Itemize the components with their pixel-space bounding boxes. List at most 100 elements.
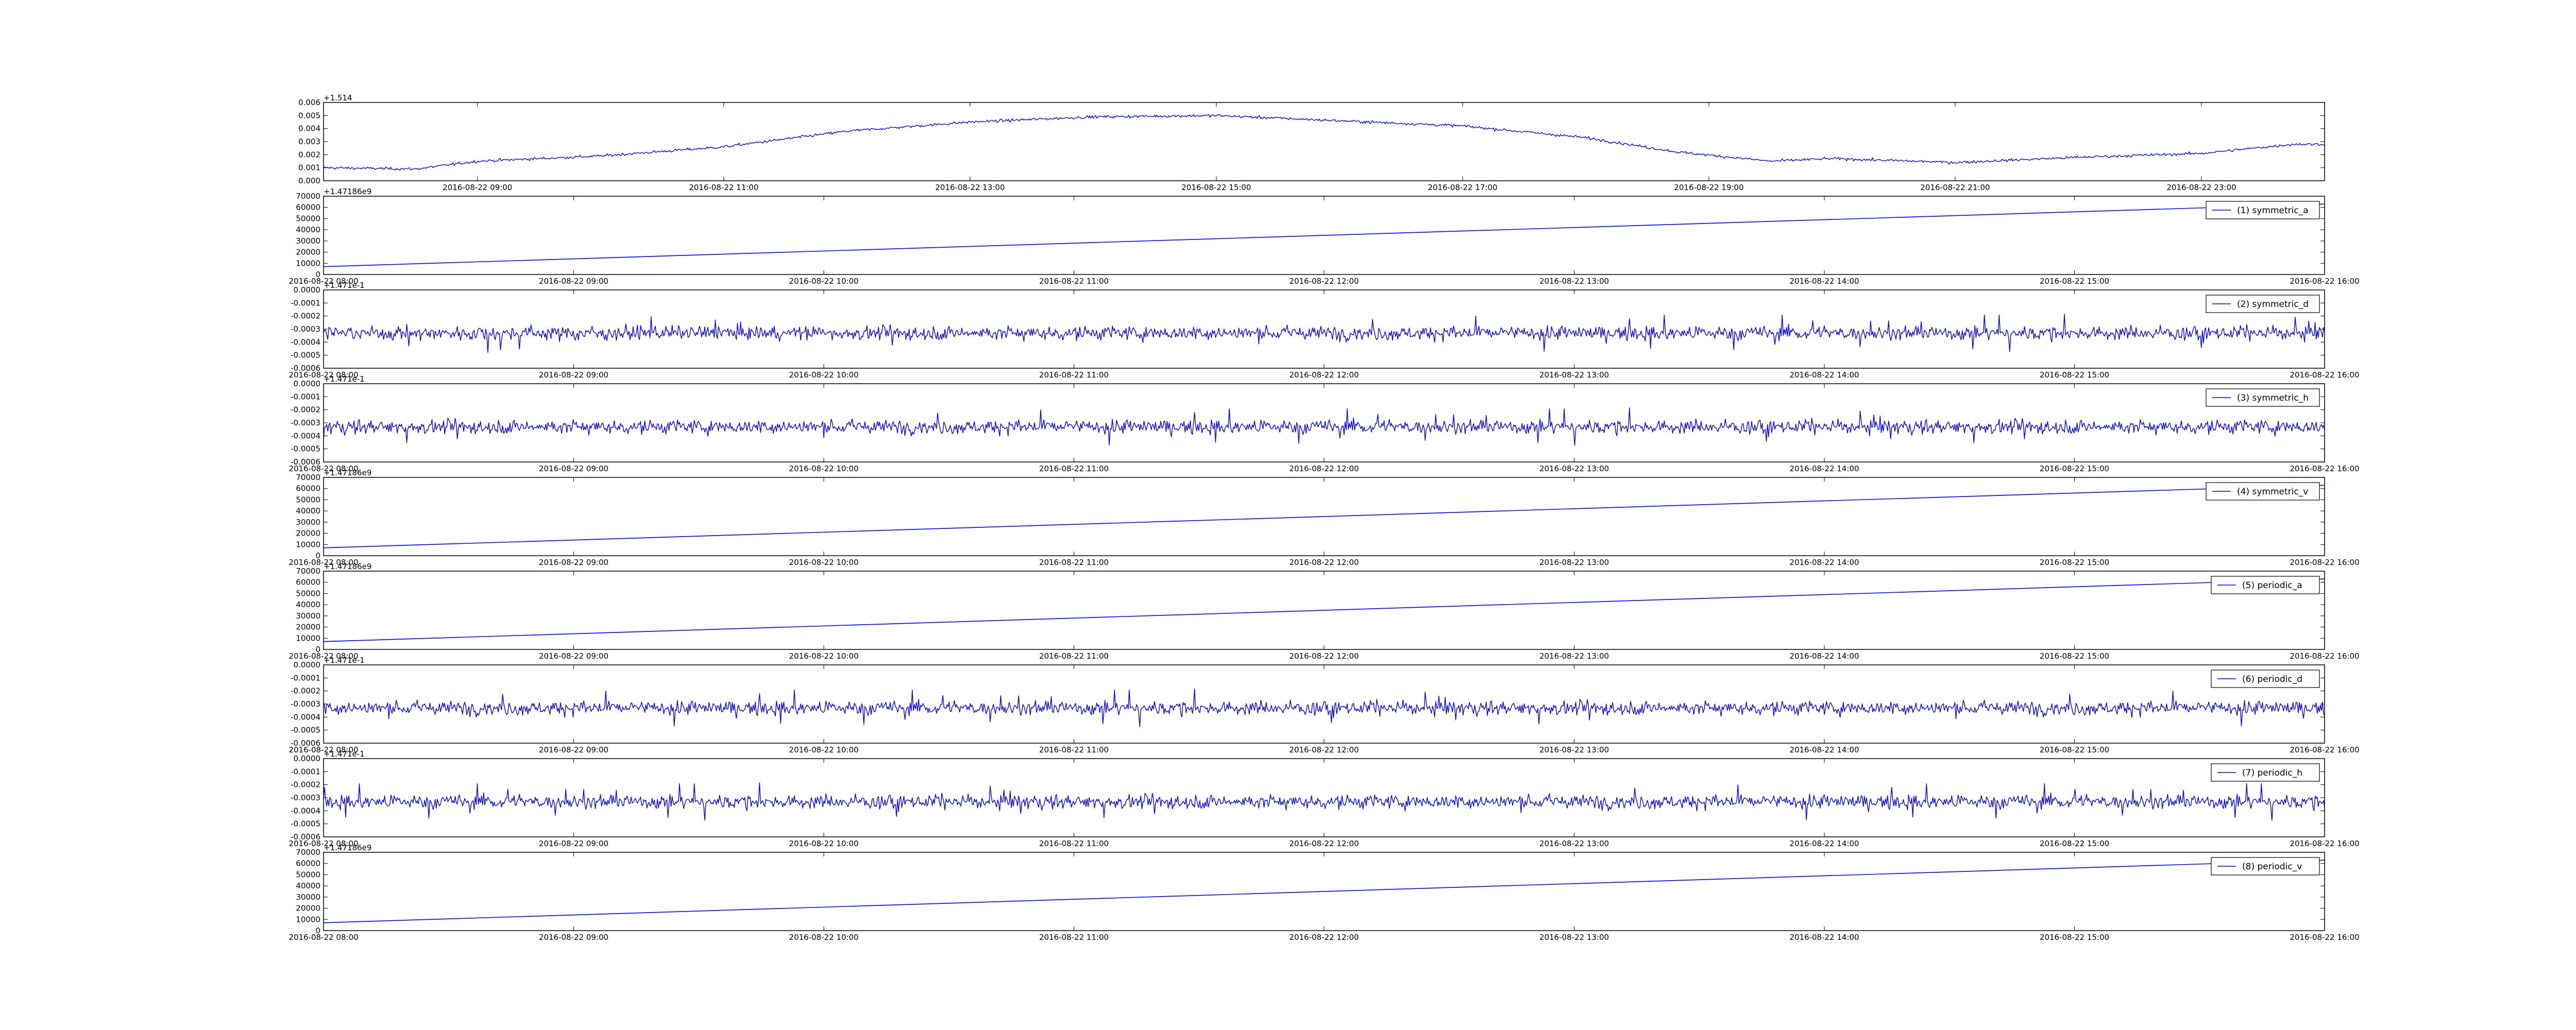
axis-offset-label: +1.471e-1 bbox=[324, 374, 365, 384]
x-tick-label: 2016-08-22 16:00 bbox=[2290, 464, 2359, 473]
x-tick-label: 2016-08-22 15:00 bbox=[2040, 933, 2109, 942]
y-tick-label: 20000 bbox=[296, 248, 320, 257]
y-tick-label: -0.0001 bbox=[291, 767, 320, 776]
x-tick-label: 2016-08-22 09:00 bbox=[539, 933, 608, 942]
y-tick-label: -0.0004 bbox=[291, 806, 320, 815]
subplot-1: 0.000 0.001 0.002 0.003 0.004 0.005 0.006 2016-… bbox=[298, 93, 2325, 192]
x-tick-label: 2016-08-22 14:00 bbox=[1789, 277, 1859, 286]
axis-offset-label: +1.47186e9 bbox=[324, 468, 371, 477]
x-tick-label: 2016-08-22 16:00 bbox=[2290, 651, 2359, 661]
y-tick-label: 10000 bbox=[296, 540, 320, 549]
x-tick-label: 2016-08-22 12:00 bbox=[1289, 933, 1359, 942]
x-tick-label: 2016-08-22 10:00 bbox=[789, 745, 858, 754]
x-tick-label: 2016-08-22 15:00 bbox=[2040, 464, 2109, 473]
y-tick-label: 0.001 bbox=[298, 163, 320, 173]
x-tick-label: 2016-08-22 12:00 bbox=[1289, 839, 1359, 848]
series-line bbox=[323, 860, 2325, 923]
y-tick-label: 50000 bbox=[296, 870, 320, 879]
x-tick-label: 2016-08-22 08:00 bbox=[289, 277, 358, 286]
x-tick-label: 2016-08-22 17:00 bbox=[1428, 183, 1497, 192]
y-tick-label: 10000 bbox=[296, 915, 320, 924]
y-tick-label: -0.0002 bbox=[291, 780, 320, 789]
axis-offset-label: +1.471e-1 bbox=[324, 749, 365, 759]
series-line bbox=[323, 407, 2325, 446]
y-tick-label: 50000 bbox=[296, 589, 320, 598]
subplot-8: -0.0006 -0.0005 -0.0004 -0.0003 -0.0002 -0.00… bbox=[289, 749, 2359, 848]
x-tick-label: 2016-08-22 11:00 bbox=[1039, 933, 1109, 942]
y-tick-label: 50000 bbox=[296, 214, 320, 223]
y-tick-label: 0.003 bbox=[298, 137, 320, 146]
x-tick-label: 2016-08-22 11:00 bbox=[1039, 370, 1109, 380]
x-tick-label: 2016-08-22 13:00 bbox=[1539, 370, 1609, 380]
legend: (3) symmetric_h bbox=[2206, 388, 2320, 407]
x-tick-label: 2016-08-22 16:00 bbox=[2290, 277, 2359, 286]
x-tick-label: 2016-08-22 23:00 bbox=[2166, 183, 2236, 192]
y-tick-label: -0.0005 bbox=[291, 444, 320, 454]
x-tick-label: 2016-08-22 13:00 bbox=[1539, 277, 1609, 286]
series-line bbox=[323, 114, 2325, 170]
y-tick-label: 0.005 bbox=[298, 111, 320, 120]
subplot-9: 0 10000 20000 30000 40000 50000 60000 70000 2016… bbox=[289, 843, 2359, 942]
legend: (2) symmetric_d bbox=[2206, 295, 2320, 313]
y-tick-label: 70000 bbox=[296, 566, 320, 576]
y-tick-label: 60000 bbox=[296, 203, 320, 212]
x-tick-label: 2016-08-22 14:00 bbox=[1789, 839, 1859, 848]
y-tick-label: -0.0004 bbox=[291, 712, 320, 722]
x-tick-label: 2016-08-22 11:00 bbox=[1039, 277, 1109, 286]
x-tick-label: 2016-08-22 11:00 bbox=[1039, 839, 1109, 848]
x-tick-label: 2016-08-22 13:00 bbox=[1539, 558, 1609, 567]
y-tick-label: -0.0006 bbox=[291, 457, 320, 467]
y-tick-label: -0.0005 bbox=[291, 819, 320, 829]
y-tick-label: 0 bbox=[315, 270, 320, 279]
y-tick-label: -0.0003 bbox=[291, 324, 320, 334]
y-tick-label: 60000 bbox=[296, 578, 320, 587]
axes-frame bbox=[323, 664, 2325, 744]
y-tick-label: 60000 bbox=[296, 859, 320, 868]
x-tick-label: 2016-08-22 10:00 bbox=[789, 933, 858, 942]
x-tick-label: 2016-08-22 15:00 bbox=[2040, 277, 2109, 286]
y-tick-label: 10000 bbox=[296, 259, 320, 268]
x-tick-label: 2016-08-22 11:00 bbox=[1039, 464, 1109, 473]
legend-label: (2) symmetric_d bbox=[2237, 299, 2309, 310]
legend: (6) periodic_d bbox=[2211, 670, 2320, 688]
x-tick-label: 2016-08-22 09:00 bbox=[539, 651, 608, 661]
y-tick-label: 0.0000 bbox=[294, 754, 321, 763]
y-tick-label: -0.0006 bbox=[291, 739, 320, 748]
x-tick-label: 2016-08-22 10:00 bbox=[789, 370, 858, 380]
x-tick-label: 2016-08-22 09:00 bbox=[539, 558, 608, 567]
y-tick-label: 0.0000 bbox=[294, 660, 321, 670]
y-tick-label: -0.0005 bbox=[291, 351, 320, 360]
x-tick-label: 2016-08-22 11:00 bbox=[1039, 745, 1109, 754]
subplot-4: -0.0006 -0.0005 -0.0004 -0.0003 -0.0002 -0.00… bbox=[289, 374, 2359, 473]
y-tick-label: -0.0004 bbox=[291, 431, 320, 440]
x-tick-label: 2016-08-22 10:00 bbox=[789, 277, 858, 286]
x-tick-label: 2016-08-22 10:00 bbox=[789, 651, 858, 661]
y-tick-label: -0.0006 bbox=[291, 364, 320, 373]
y-tick-label: 30000 bbox=[296, 611, 320, 621]
x-tick-label: 2016-08-22 08:00 bbox=[289, 933, 358, 942]
x-tick-label: 2016-08-22 13:00 bbox=[935, 183, 1005, 192]
x-tick-label: 2016-08-22 13:00 bbox=[1539, 839, 1609, 848]
y-tick-label: 10000 bbox=[296, 633, 320, 643]
axis-offset-label: +1.47186e9 bbox=[324, 187, 371, 196]
y-tick-label: -0.0005 bbox=[291, 726, 320, 735]
series-line bbox=[323, 203, 2325, 267]
y-tick-label: 0.000 bbox=[298, 176, 320, 185]
y-tick-label: -0.0003 bbox=[291, 418, 320, 427]
y-tick-label: -0.0003 bbox=[291, 699, 320, 709]
y-tick-label: -0.0002 bbox=[291, 312, 320, 321]
legend-box bbox=[2206, 482, 2320, 501]
x-tick-label: 2016-08-22 21:00 bbox=[1920, 183, 1990, 192]
y-tick-label: -0.0001 bbox=[291, 673, 320, 682]
x-tick-label: 2016-08-22 16:00 bbox=[2290, 370, 2359, 380]
y-tick-label: 40000 bbox=[296, 225, 320, 234]
x-tick-label: 2016-08-22 15:00 bbox=[2040, 651, 2109, 661]
x-tick-label: 2016-08-22 16:00 bbox=[2290, 558, 2359, 567]
series-line bbox=[323, 485, 2325, 548]
x-tick-label: 2016-08-22 09:00 bbox=[539, 839, 608, 848]
legend-label: (5) periodic_a bbox=[2242, 580, 2302, 591]
x-tick-label: 2016-08-22 09:00 bbox=[539, 464, 608, 473]
legend: (1) symmetric_a bbox=[2206, 201, 2320, 219]
